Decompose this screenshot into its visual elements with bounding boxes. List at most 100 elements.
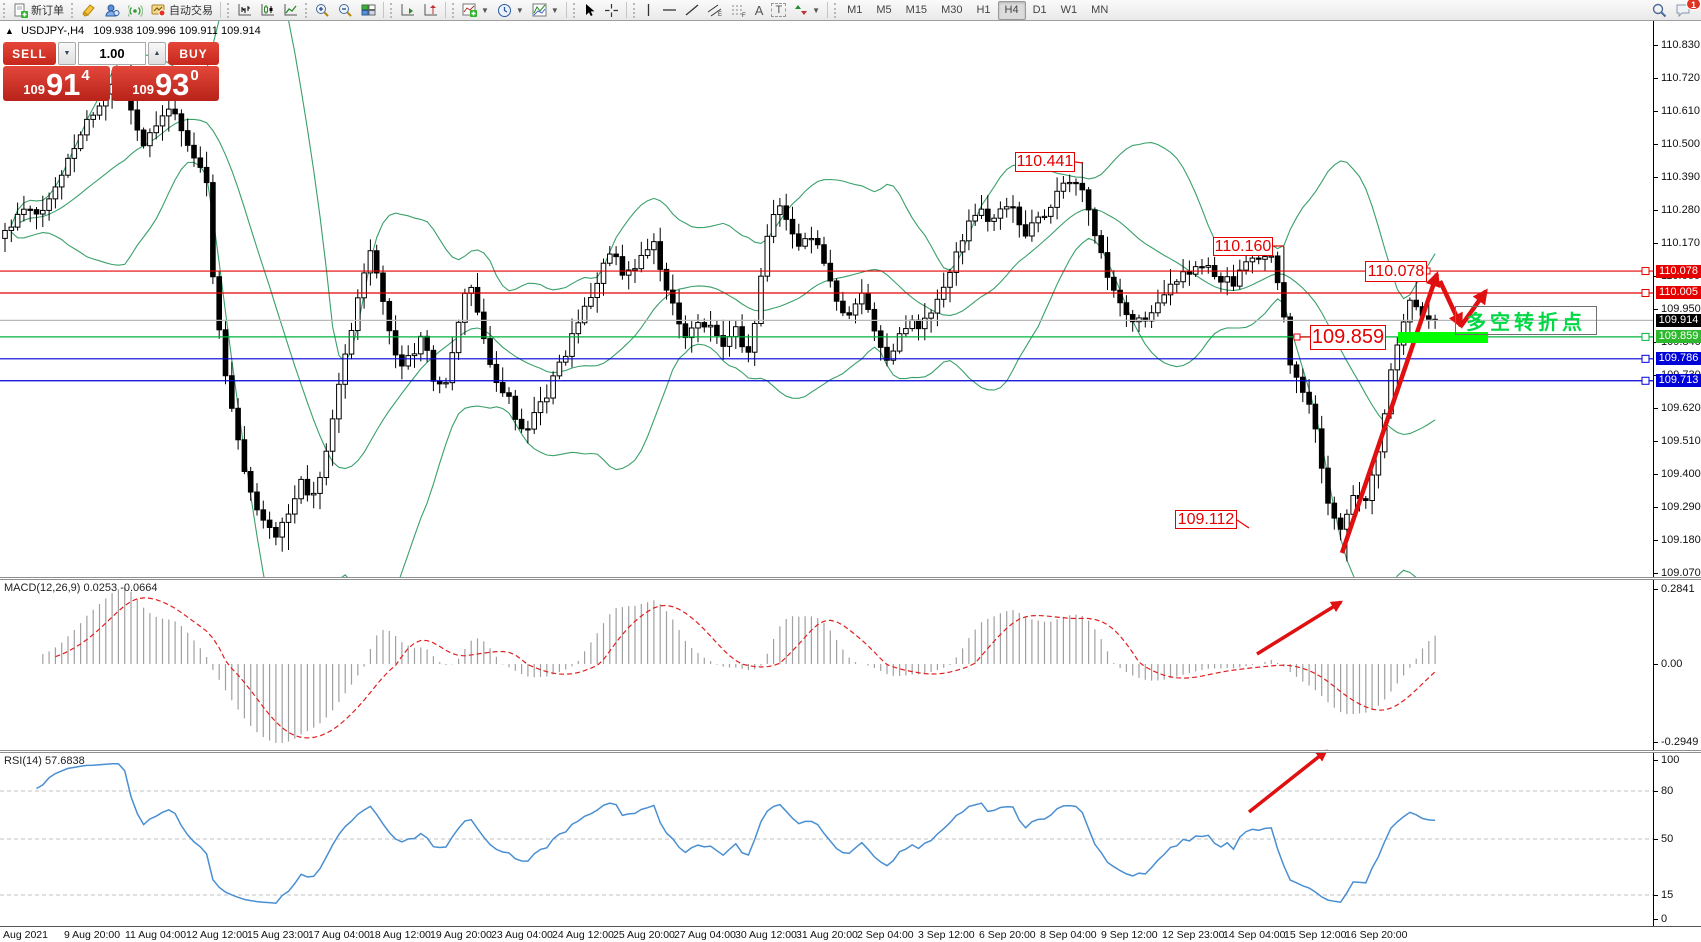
- arrows-button[interactable]: ▼: [790, 1, 824, 20]
- line-chart-button[interactable]: [279, 1, 302, 20]
- notification-badge: 1: [1685, 0, 1701, 10]
- arrow-objects-icon: [795, 5, 808, 15]
- timeframe-d1[interactable]: D1: [1032, 4, 1047, 16]
- sell-price-button[interactable]: 109 91 4: [3, 66, 110, 101]
- zoom-out-button[interactable]: [334, 1, 357, 20]
- timeframe-m1[interactable]: M1: [847, 4, 863, 16]
- market-watch-button[interactable]: [101, 1, 124, 20]
- volume-input[interactable]: 1.00: [78, 42, 146, 65]
- buy-button[interactable]: BUY: [168, 42, 219, 65]
- timeframe-h4[interactable]: H4: [997, 0, 1026, 20]
- price-tick: 109.180: [1661, 534, 1701, 546]
- templates-icon: [532, 3, 547, 17]
- price-level-badge: 109.859: [1656, 330, 1701, 344]
- templates-button[interactable]: ▼: [528, 1, 563, 20]
- price-object-label[interactable]: 109.859: [1310, 325, 1386, 350]
- price-object-label[interactable]: 110.441: [1015, 152, 1075, 172]
- price-object-label[interactable]: 109.112: [1175, 510, 1237, 529]
- chart-shift-button[interactable]: [419, 1, 442, 20]
- sell-price-main: 91: [45, 67, 81, 102]
- price-tick: 110.830: [1661, 39, 1700, 51]
- dropdown-arrow-icon: ▼: [515, 5, 524, 15]
- crosshair-icon: [604, 3, 618, 17]
- rsi-tick: 100: [1661, 754, 1680, 766]
- macd-label: MACD(12,26,9) 0.0253 -0.0664: [4, 582, 158, 594]
- price-tick: 109.620: [1661, 402, 1701, 414]
- metaeditor-button[interactable]: [77, 1, 101, 20]
- rsi-tick: 0: [1661, 913, 1668, 925]
- toolbar-separator: [565, 2, 567, 18]
- dropdown-arrow-icon: ▼: [481, 5, 489, 15]
- time-axis-label: 2 Sep 04:00: [857, 929, 914, 941]
- crosshair-button[interactable]: [600, 1, 623, 20]
- bar-chart-button[interactable]: [233, 1, 256, 20]
- search-button[interactable]: [1648, 1, 1671, 20]
- axis-tickmark: [1654, 474, 1658, 475]
- timeframe-m5[interactable]: M5: [876, 4, 892, 16]
- autotrading-button[interactable]: 自动交易: [147, 1, 217, 20]
- horizontal-line-button[interactable]: [658, 1, 681, 20]
- symbol-info-bar[interactable]: ▲ USDJPY-,H4 109.938 109.996 109.911 109…: [5, 25, 261, 37]
- price-axis[interactable]: 110.830 110.720 110.610 110.500 110.390 110.2…: [1653, 21, 1701, 926]
- timeframe-h1[interactable]: H1: [976, 4, 991, 16]
- macd-tick: 0.2841: [1661, 583, 1695, 595]
- svg-text:F: F: [742, 13, 746, 17]
- auto-scroll-button[interactable]: [396, 1, 419, 20]
- axis-tickmark: [1654, 507, 1658, 508]
- tile-windows-button[interactable]: [357, 1, 380, 20]
- rsi-tick: 50: [1661, 833, 1674, 845]
- price-level-badge: 110.078: [1656, 264, 1701, 278]
- toolbar-grip: [227, 2, 230, 18]
- time-axis-label: 3 Sep 12:00: [918, 929, 975, 941]
- axis-tickmark: [1654, 243, 1658, 244]
- periods-button[interactable]: ▼: [493, 1, 528, 20]
- toolbar-grip: [452, 2, 455, 18]
- time-axis-label: 8 Sep 04:00: [1040, 929, 1097, 941]
- time-axis-label: 27 Aug 04:00: [674, 929, 736, 941]
- collapse-arrow-icon[interactable]: ▲: [5, 26, 14, 36]
- new-order-button[interactable]: 新订单: [9, 1, 68, 20]
- volume-decrease-button[interactable]: ▼: [58, 42, 76, 65]
- signals-button[interactable]: [124, 1, 147, 20]
- axis-tickmark: [1654, 573, 1658, 574]
- autotrading-icon: [151, 4, 166, 17]
- macd-tick: 0.00: [1661, 658, 1683, 670]
- time-axis-label: 12 Aug 12:00: [186, 929, 248, 941]
- timeframe-w1[interactable]: W1: [1060, 4, 1078, 16]
- vertical-line-button[interactable]: [639, 1, 658, 20]
- horizontal-line-icon: [662, 9, 676, 11]
- price-object-label[interactable]: 110.160: [1213, 237, 1273, 256]
- text-label-button[interactable]: T: [767, 1, 790, 20]
- annotation-text[interactable]: 多空转折点: [1455, 306, 1597, 335]
- equidistant-channel-button[interactable]: E: [703, 1, 727, 20]
- highlight-bar[interactable]: [1398, 332, 1488, 343]
- toolbar-grip: [71, 2, 74, 18]
- volume-increase-button[interactable]: ▲: [148, 42, 166, 65]
- cursor-button[interactable]: [579, 1, 600, 20]
- cursor-icon: [585, 4, 595, 16]
- text-button[interactable]: A: [754, 2, 764, 18]
- timeframe-m30[interactable]: M30: [941, 4, 963, 16]
- axis-tickmark: [1654, 895, 1658, 896]
- gold-tool-icon: [82, 4, 95, 17]
- dropdown-arrow-icon: ▼: [812, 5, 821, 15]
- indicators-button[interactable]: ▼: [458, 1, 493, 20]
- candlestick-chart-button[interactable]: [256, 1, 279, 20]
- time-axis-label: 6 Sep 20:00: [979, 929, 1036, 941]
- notifications-button[interactable]: 1: [1671, 0, 1701, 20]
- price-object-label[interactable]: 110.078: [1365, 261, 1427, 282]
- price-tick: 109.510: [1661, 435, 1701, 447]
- zoom-in-button[interactable]: [311, 1, 334, 20]
- time-axis-label: 15 Sep 12:00: [1284, 929, 1347, 941]
- candlestick-icon: [261, 4, 274, 16]
- timeframe-mn[interactable]: MN: [1091, 4, 1109, 16]
- fibonacci-button[interactable]: F: [727, 1, 751, 20]
- panel-separator[interactable]: [0, 750, 1701, 753]
- buy-price-button[interactable]: 109 93 0: [112, 66, 219, 101]
- sell-button[interactable]: SELL: [3, 42, 56, 65]
- time-axis-label: 11 Aug 04:00: [125, 929, 187, 941]
- timeframe-m15[interactable]: M15: [905, 4, 928, 16]
- trendline-button[interactable]: [681, 1, 703, 20]
- panel-separator[interactable]: [0, 577, 1701, 580]
